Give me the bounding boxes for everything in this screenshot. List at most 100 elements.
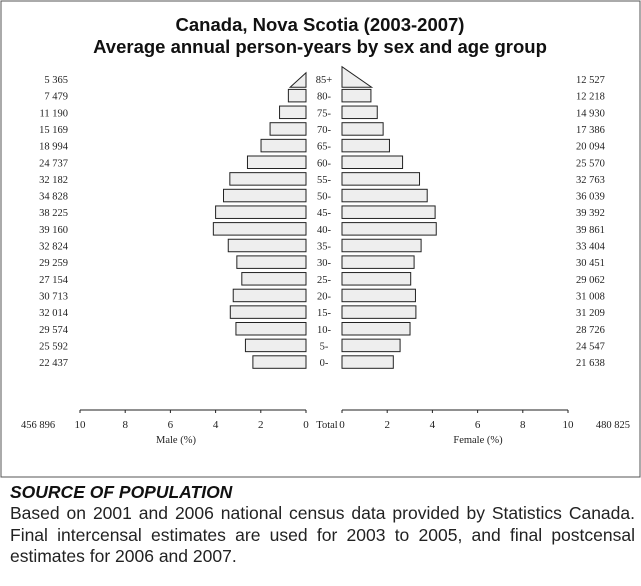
source-heading: SOURCE OF POPULATION — [10, 482, 233, 502]
male-bar — [229, 305, 307, 319]
chart-title: Canada, Nova Scotia (2003-2007) — [176, 14, 465, 35]
female-count-label: 31 008 — [576, 291, 605, 302]
male-bar — [236, 255, 307, 269]
female-bar — [341, 138, 390, 153]
male-tick-label: 10 — [75, 419, 87, 431]
age-group-label: 75- — [317, 108, 332, 119]
female-count-label: 32 763 — [576, 175, 605, 186]
male-bar — [215, 205, 307, 219]
age-group-label: 60- — [317, 158, 332, 169]
female-bar — [341, 222, 437, 236]
male-count-label: 25 592 — [39, 341, 68, 352]
female-count-label: 14 930 — [576, 108, 605, 119]
age-group-label: 20- — [317, 291, 332, 302]
female-bar — [341, 338, 401, 353]
population-pyramid-chart: Canada, Nova Scotia (2003-2007) Average … — [0, 0, 641, 478]
male-count-label: 32 182 — [39, 175, 68, 186]
female-bar — [341, 288, 416, 303]
age-group-label: 25- — [317, 275, 332, 286]
female-count-label: 39 392 — [576, 208, 605, 219]
female-tick-label: 10 — [563, 419, 575, 431]
male-tick-label: 2 — [258, 419, 264, 431]
age-group-label: 55- — [317, 175, 332, 186]
male-bar — [241, 272, 307, 286]
age-group-label: 40- — [317, 225, 332, 236]
labels-layer: 5 365 12 527 85+ 7 479 12 218 80- 11 190 14 930… — [39, 75, 606, 369]
female-count-label: 29 062 — [576, 275, 605, 286]
source-text: Based on 2001 and 2006 national census d… — [10, 503, 635, 566]
female-bar — [341, 172, 421, 186]
age-group-label: 85+ — [316, 75, 333, 86]
female-count-label: 12 218 — [576, 92, 605, 103]
bars-layer — [212, 65, 437, 369]
female-count-label: 30 451 — [576, 258, 605, 269]
male-count-label: 15 169 — [39, 125, 68, 136]
male-bar — [223, 188, 307, 203]
female-tick-label: 0 — [339, 419, 345, 431]
male-count-label: 29 259 — [39, 258, 68, 269]
female-count-label: 36 039 — [576, 192, 605, 203]
female-bar — [341, 122, 384, 136]
female-count-label: 21 638 — [576, 358, 605, 369]
male-count-label: 5 365 — [44, 75, 68, 86]
female-total: 480 825 — [596, 420, 630, 431]
female-bar — [341, 322, 411, 336]
female-count-label: 12 527 — [576, 75, 605, 86]
male-count-label: 7 479 — [44, 92, 68, 103]
male-bar — [246, 155, 307, 169]
female-bar — [341, 88, 372, 103]
male-count-label: 18 994 — [39, 142, 69, 153]
male-count-label: 30 713 — [39, 291, 68, 302]
male-bar — [212, 222, 307, 236]
axes-layer: 10 8 6 4 2 0 0 2 4 6 8 10 — [75, 409, 575, 431]
male-bar — [288, 71, 307, 88]
male-count-label: 39 160 — [39, 225, 68, 236]
male-tick-label: 8 — [122, 419, 128, 431]
chart-subtitle: Average annual person-years by sex and a… — [93, 36, 547, 57]
female-bar — [341, 238, 422, 253]
age-group-label: 65- — [317, 142, 332, 153]
age-group-label: 70- — [317, 125, 332, 136]
female-bar — [341, 65, 374, 88]
female-bar — [341, 105, 378, 120]
total-label: Total — [316, 420, 338, 431]
female-count-label: 33 404 — [576, 242, 606, 253]
male-bar — [227, 238, 307, 253]
male-axis-label: Male (%) — [156, 435, 196, 446]
male-count-label: 22 437 — [39, 358, 68, 369]
age-group-label: 15- — [317, 308, 332, 319]
age-group-label: 5- — [320, 341, 329, 352]
chart-border — [0, 0, 641, 478]
male-count-label: 11 190 — [40, 108, 69, 119]
male-bar — [269, 122, 307, 136]
female-count-label: 17 386 — [576, 125, 605, 136]
male-count-label: 34 828 — [39, 192, 68, 203]
female-bar — [341, 155, 404, 169]
male-count-label: 24 737 — [39, 158, 68, 169]
female-bar — [341, 255, 415, 269]
male-bar — [252, 355, 307, 369]
female-count-label: 24 547 — [576, 341, 605, 352]
female-bar — [341, 305, 417, 319]
male-count-label: 29 574 — [39, 325, 69, 336]
male-tick-label: 4 — [213, 419, 219, 431]
male-count-label: 38 225 — [39, 208, 68, 219]
female-bar — [341, 205, 436, 219]
female-axis-label: Female (%) — [453, 435, 503, 446]
female-bar — [341, 272, 412, 286]
male-bar — [244, 338, 307, 353]
female-count-label: 20 094 — [576, 142, 606, 153]
female-count-label: 39 861 — [576, 225, 605, 236]
male-bar — [232, 288, 307, 303]
female-tick-label: 2 — [384, 419, 390, 431]
male-bar — [229, 172, 307, 186]
female-tick-label: 4 — [430, 419, 436, 431]
male-bar — [287, 88, 307, 103]
female-bar — [341, 188, 428, 203]
male-count-label: 32 014 — [39, 308, 69, 319]
female-count-label: 31 209 — [576, 308, 605, 319]
male-bar — [235, 322, 307, 336]
female-tick-label: 6 — [475, 419, 481, 431]
female-count-label: 28 726 — [576, 325, 605, 336]
